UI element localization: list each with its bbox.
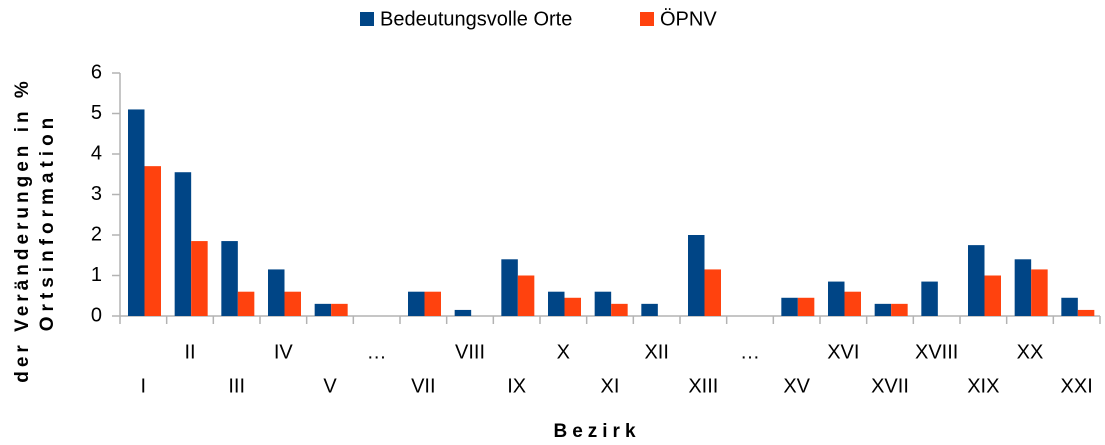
bar [704,269,721,316]
x-tick-label: XI [601,375,620,397]
bar [314,303,332,316]
bar [797,297,815,316]
bar [984,275,1001,316]
x-tick-label: … [367,341,387,363]
bar [891,303,908,316]
bar [874,303,892,316]
bar [454,309,472,316]
y-axis-label: Ortsinformation [37,113,58,332]
bar [611,303,628,316]
x-axis-label: Bezirk [553,421,640,442]
x-tick-label: V [323,375,337,397]
x-tick-label: XXI [1061,375,1093,397]
bar [517,275,535,316]
x-tick-label: XII [644,341,668,363]
bar [564,297,581,316]
bar [144,166,161,316]
bar [174,172,192,316]
x-tick-label: X [557,341,570,363]
x-tick-label: II [184,341,195,363]
x-tick-label: I [141,375,147,397]
legend-label: ÖPNV [660,8,717,30]
x-tick-label: III [228,375,245,397]
bar [781,297,798,316]
bar [237,291,255,316]
y-tick-label: 2 [91,223,102,245]
bar [1031,269,1048,316]
y-tick-label: 3 [91,183,102,205]
bar [408,291,425,316]
y-tick-label: 4 [91,142,102,164]
bar [268,269,285,316]
bar [128,109,145,316]
bar [1014,259,1032,316]
bar [424,291,441,316]
bar [548,291,565,316]
bar [221,241,238,316]
x-tick-label: XX [1017,341,1044,363]
bar [968,245,985,316]
x-tick-label: XVI [827,341,859,363]
legend-swatch [360,12,374,26]
bar [1077,309,1095,316]
y-tick-label: 5 [91,102,102,124]
x-tick-label: IX [507,375,526,397]
bar [688,235,705,316]
legend-label: Bedeutungsvolle Orte [380,8,572,30]
bar [191,241,208,316]
x-tick-label: XIII [688,375,718,397]
y-tick-label: 1 [91,264,102,286]
y-tick-label: 0 [91,304,102,326]
bar [844,291,861,316]
y-tick-label: 6 [91,61,102,83]
bar [594,291,612,316]
bar [1061,297,1078,316]
bar [284,291,301,316]
x-tick-label: XV [783,375,810,397]
x-tick-label: XVIII [915,341,958,363]
x-tick-label: VII [411,375,435,397]
bar [921,281,938,316]
bar [641,303,658,316]
y-axis-label: der Veränderungen in % [12,77,33,383]
bar [501,259,518,316]
bar [331,303,348,316]
x-tick-label: XVII [871,375,909,397]
x-tick-label: IV [274,341,294,363]
x-tick-label: XIX [967,375,999,397]
legend-swatch [640,12,654,26]
bar [828,281,845,316]
x-tick-label: VIII [455,341,485,363]
x-tick-label: … [740,341,760,363]
